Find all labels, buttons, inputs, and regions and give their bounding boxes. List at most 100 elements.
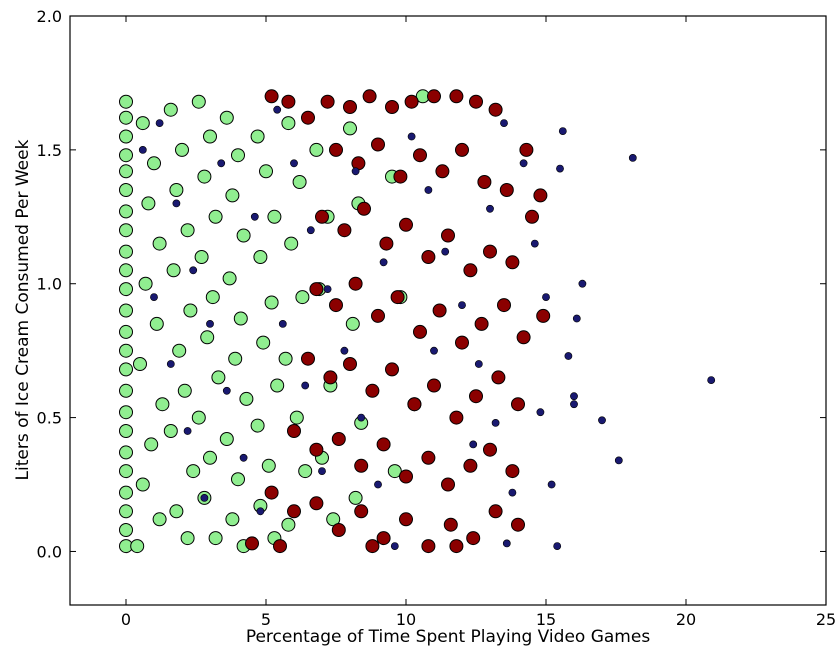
data-point bbox=[343, 357, 357, 371]
data-point bbox=[421, 539, 436, 554]
data-point bbox=[203, 129, 217, 144]
data-point bbox=[183, 303, 198, 318]
data-point bbox=[208, 209, 223, 224]
data-point bbox=[318, 467, 326, 475]
data-point bbox=[500, 119, 508, 127]
data-point bbox=[219, 110, 234, 125]
data-point bbox=[236, 228, 251, 243]
data-point bbox=[351, 167, 360, 176]
data-point bbox=[430, 346, 438, 355]
data-point bbox=[301, 110, 315, 125]
y-axis-label: Liters of Ice Cream Consumed Per Week bbox=[13, 139, 33, 480]
data-point bbox=[119, 183, 133, 197]
data-point bbox=[119, 110, 133, 125]
data-point bbox=[488, 504, 503, 519]
x-tick-label: 10 bbox=[396, 610, 416, 629]
data-point bbox=[427, 378, 441, 393]
data-point bbox=[177, 383, 192, 398]
data-point bbox=[399, 469, 413, 484]
data-point bbox=[505, 464, 520, 479]
data-point bbox=[119, 464, 133, 479]
data-point bbox=[340, 346, 349, 355]
data-point bbox=[267, 209, 282, 224]
data-point bbox=[362, 89, 377, 104]
data-point bbox=[424, 186, 433, 194]
data-point bbox=[413, 324, 427, 339]
data-point bbox=[469, 94, 483, 109]
data-point bbox=[250, 418, 265, 433]
data-point bbox=[264, 485, 279, 500]
data-point bbox=[222, 271, 237, 286]
data-point bbox=[449, 539, 464, 554]
data-point bbox=[357, 413, 366, 422]
data-point bbox=[259, 164, 273, 179]
data-point bbox=[253, 250, 268, 264]
data-point bbox=[348, 276, 363, 291]
data-point bbox=[219, 432, 234, 446]
data-point bbox=[130, 539, 145, 554]
data-point bbox=[309, 496, 324, 511]
data-point bbox=[449, 410, 464, 425]
data-point bbox=[572, 314, 581, 323]
data-point bbox=[519, 142, 534, 157]
data-point bbox=[348, 490, 363, 505]
data-point bbox=[233, 311, 248, 326]
data-point bbox=[256, 507, 265, 516]
data-point bbox=[376, 531, 391, 546]
data-point bbox=[119, 223, 133, 238]
x-tick-label: 15 bbox=[536, 610, 556, 629]
data-point bbox=[474, 360, 483, 368]
data-point bbox=[180, 531, 195, 546]
data-point bbox=[119, 405, 133, 420]
x-tick-label: 5 bbox=[261, 610, 271, 629]
data-point bbox=[556, 164, 564, 173]
data-point bbox=[270, 378, 285, 393]
data-point bbox=[463, 263, 478, 278]
data-point bbox=[119, 129, 133, 144]
data-point bbox=[175, 142, 189, 157]
data-point bbox=[166, 360, 175, 368]
data-point bbox=[441, 477, 455, 492]
data-point bbox=[547, 480, 556, 489]
data-point bbox=[172, 343, 187, 358]
x-axis-label: Percentage of Time Spent Playing Video G… bbox=[246, 627, 651, 647]
data-point bbox=[323, 370, 338, 385]
data-point bbox=[250, 129, 265, 144]
axis-ticks: 0 5 10 15 20 25 0.0 0.5 1.0 1.5 2.0 bbox=[37, 7, 837, 629]
data-point bbox=[374, 480, 382, 489]
data-point bbox=[239, 453, 248, 462]
data-point bbox=[225, 512, 240, 527]
data-point bbox=[331, 432, 346, 446]
data-point bbox=[119, 343, 133, 358]
data-point bbox=[119, 303, 133, 318]
data-point bbox=[256, 335, 271, 350]
data-point bbox=[385, 100, 399, 114]
data-point bbox=[261, 458, 276, 473]
data-point bbox=[264, 89, 279, 104]
data-point bbox=[278, 319, 287, 328]
data-point bbox=[183, 427, 192, 435]
data-point bbox=[578, 279, 587, 288]
data-point bbox=[141, 196, 156, 211]
data-point bbox=[119, 94, 133, 109]
data-point bbox=[281, 94, 296, 109]
data-point bbox=[189, 266, 198, 275]
data-point bbox=[315, 209, 329, 224]
data-point bbox=[119, 485, 133, 500]
data-point bbox=[542, 293, 550, 301]
x-tick-label: 20 bbox=[676, 610, 696, 629]
data-point bbox=[287, 424, 301, 438]
data-point bbox=[222, 386, 231, 395]
data-point bbox=[281, 116, 296, 131]
data-point bbox=[144, 437, 159, 452]
data-point bbox=[301, 351, 315, 366]
data-point bbox=[292, 175, 307, 189]
data-point bbox=[228, 351, 243, 366]
data-point bbox=[329, 142, 343, 157]
data-point bbox=[458, 301, 466, 309]
data-point bbox=[180, 223, 195, 238]
data-point bbox=[455, 142, 469, 157]
data-point bbox=[119, 362, 133, 377]
data-point bbox=[329, 298, 343, 313]
data-point bbox=[273, 105, 282, 114]
